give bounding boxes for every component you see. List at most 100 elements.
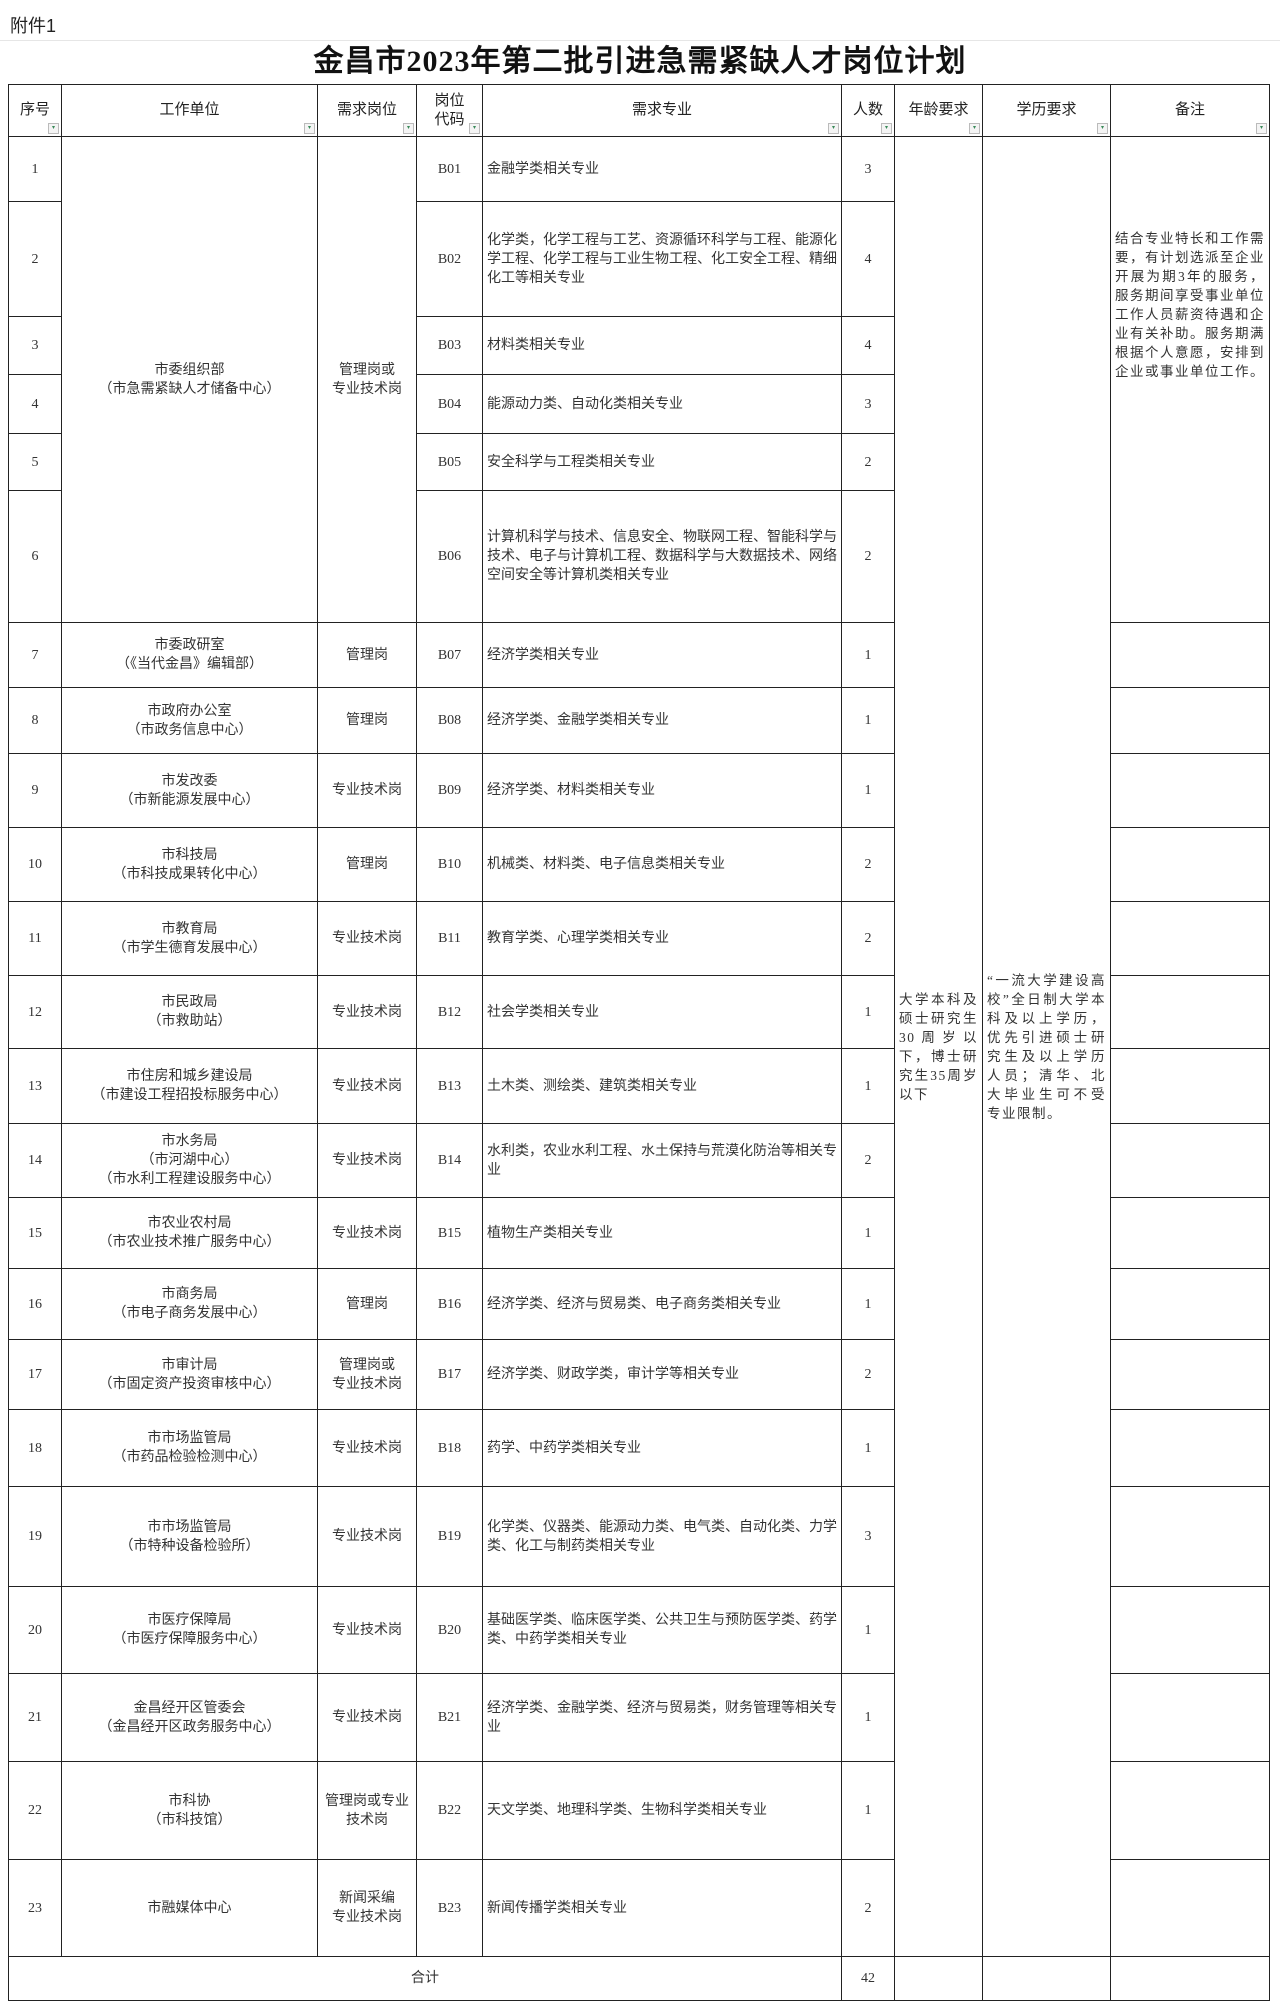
cell-major: 机械类、材料类、电子信息类相关专业 — [482, 827, 842, 902]
cell-remark-empty — [1110, 622, 1270, 688]
cell-count: 3 — [841, 1486, 895, 1587]
cell-position: 管理岗或专业技术岗 — [317, 1761, 417, 1860]
cell-count: 3 — [841, 136, 895, 202]
cell-major: 安全科学与工程类相关专业 — [482, 433, 842, 491]
cell-major: 化学类，化学工程与工艺、资源循环科学与工程、能源化学工程、化学工程与工业生物工程… — [482, 201, 842, 317]
cell-code: B17 — [416, 1339, 483, 1410]
table-row: 8 市政府办公室 （市政务信息中心） 管理岗 B08 经济学类、金融学类相关专业 1 — [8, 687, 1270, 754]
cell-major: 社会学类相关专业 — [482, 975, 842, 1049]
filter-dropdown-icon[interactable]: ▾ — [1097, 123, 1108, 134]
cell-major: 经济学类、材料类相关专业 — [482, 753, 842, 828]
header-seq: 序号 ▾ — [8, 84, 62, 137]
header-code: 岗位 代码 ▾ — [416, 84, 483, 137]
cell-seq: 16 — [8, 1268, 62, 1340]
table-row: 17 市审计局 （市固定资产投资审核中心） 管理岗或 专业技术岗 B17 经济学类、财政… — [8, 1339, 1270, 1410]
filter-dropdown-icon[interactable]: ▾ — [969, 123, 980, 134]
table-row: 19 市市场监管局 （市特种设备检验所） 专业技术岗 B19 化学类、仪器类、能源动力类… — [8, 1486, 1270, 1587]
filter-dropdown-icon[interactable]: ▾ — [881, 123, 892, 134]
cell-count: 4 — [841, 201, 895, 317]
cell-unit: 市教育局 （市学生德育发展中心） — [61, 901, 318, 976]
cell-seq: 4 — [8, 374, 62, 434]
cell-code: B16 — [416, 1268, 483, 1340]
cell-count: 1 — [841, 1197, 895, 1269]
cell-position: 专业技术岗 — [317, 1486, 417, 1587]
header-label: 学历要求 — [1016, 102, 1077, 118]
header-row: 序号 ▾ 工作单位 ▾ 需求岗位 ▾ 岗位 代码 ▾ 需求专业 ▾ 人数 ▾ 年龄要求 ▾ 学历要求 ▾ 备注 ▾ — [8, 84, 1270, 137]
header-age: 年龄要求 ▾ — [894, 84, 983, 137]
cell-unit: 市发改委 （市新能源发展中心） — [61, 753, 318, 828]
cell-remark-empty — [1110, 1197, 1270, 1269]
cell-major: 新闻传播学类相关专业 — [482, 1859, 842, 1957]
cell-major: 基础医学类、临床医学类、公共卫生与预防医学类、药学类、中药学类相关专业 — [482, 1586, 842, 1674]
cell-remark-empty — [1110, 1486, 1270, 1587]
filter-dropdown-icon[interactable]: ▾ — [469, 123, 480, 134]
table-row: 12 市民政局 （市救助站） 专业技术岗 B12 社会学类相关专业 1 — [8, 975, 1270, 1049]
cell-count: 1 — [841, 622, 895, 688]
cell-position: 管理岗或 专业技术岗 — [317, 1339, 417, 1410]
cell-major: 植物生产类相关专业 — [482, 1197, 842, 1269]
table-row: 20 市医疗保障局 （市医疗保障服务中心） 专业技术岗 B20 基础医学类、临床医学类、… — [8, 1586, 1270, 1674]
table-row: 16 市商务局 （市电子商务发展中心） 管理岗 B16 经济学类、经济与贸易类、电子商务… — [8, 1268, 1270, 1340]
cell-seq: 13 — [8, 1048, 62, 1124]
filter-dropdown-icon[interactable]: ▾ — [304, 123, 315, 134]
cell-seq: 2 — [8, 201, 62, 317]
cell-major: 药学、中药学类相关专业 — [482, 1409, 842, 1487]
cell-unit: 市商务局 （市电子商务发展中心） — [61, 1268, 318, 1340]
header-label: 工作单位 — [159, 102, 220, 118]
table-row: 9 市发改委 （市新能源发展中心） 专业技术岗 B09 经济学类、材料类相关专业 1 — [8, 753, 1270, 828]
cell-unit: 金昌经开区管委会 （金昌经开区政务服务中心） — [61, 1673, 318, 1762]
table-row: 23 市融媒体中心 新闻采编 专业技术岗 B23 新闻传播学类相关专业 2 — [8, 1859, 1270, 1957]
cell-count: 2 — [841, 827, 895, 902]
cell-position: 管理岗 — [317, 622, 417, 688]
header-education: 学历要求 ▾ — [982, 84, 1111, 137]
header-label: 需求专业 — [631, 102, 692, 118]
cell-code: B20 — [416, 1586, 483, 1674]
cell-remark-empty — [1110, 1673, 1270, 1762]
cell-unit: 市民政局 （市救助站） — [61, 975, 318, 1049]
cell-unit: 市农业农村局 （市农业技术推广服务中心） — [61, 1197, 318, 1269]
cell-seq: 10 — [8, 827, 62, 902]
cell-unit: 市医疗保障局 （市医疗保障服务中心） — [61, 1586, 318, 1674]
cell-position: 专业技术岗 — [317, 1409, 417, 1487]
cell-unit: 市水务局 （市河湖中心） （市水利工程建设服务中心） — [61, 1123, 318, 1198]
total-count: 42 — [841, 1956, 895, 2001]
cell-code: B01 — [416, 136, 483, 202]
cell-position: 管理岗 — [317, 687, 417, 754]
filter-dropdown-icon[interactable]: ▾ — [403, 123, 414, 134]
table-row: 1 市委组织部 （市急需紧缺人才储备中心） 管理岗或 专业技术岗 B01 金融学类相关专… — [8, 136, 1270, 1957]
cell-seq: 19 — [8, 1486, 62, 1587]
cell-code: B12 — [416, 975, 483, 1049]
cell-education-requirement: “一流大学建设高校”全日制大学本科及以上学历，优先引进硕士研究生及以上学历人员；… — [982, 136, 1111, 1957]
cell-seq: 11 — [8, 901, 62, 976]
cell-major: 土木类、测绘类、建筑类相关专业 — [482, 1048, 842, 1124]
cell-major: 天文学类、地理科学类、生物科学类相关专业 — [482, 1761, 842, 1860]
cell-position: 专业技术岗 — [317, 1673, 417, 1762]
filter-dropdown-icon[interactable]: ▾ — [48, 123, 59, 134]
cell-code: B15 — [416, 1197, 483, 1269]
cell-remark-empty — [1110, 1048, 1270, 1124]
cell-seq: 23 — [8, 1859, 62, 1957]
total-label: 合计 — [8, 1956, 842, 2001]
cell-remark-empty — [1110, 1761, 1270, 1860]
cell-age-requirement: 大学本科及硕士研究生30周岁以下，博士研究生35周岁以下 — [894, 136, 983, 1957]
cell-seq: 14 — [8, 1123, 62, 1198]
cell-seq: 7 — [8, 622, 62, 688]
header-position: 需求岗位 ▾ — [317, 84, 417, 137]
cell-count: 1 — [841, 753, 895, 828]
header-label: 序号 — [19, 102, 50, 118]
total-row: 合计 42 — [8, 1956, 1270, 2001]
cell-remark-empty — [1110, 1123, 1270, 1198]
cell-remark-empty — [1110, 1339, 1270, 1410]
filter-dropdown-icon[interactable]: ▾ — [828, 123, 839, 134]
cell-position: 管理岗 — [317, 827, 417, 902]
cell-major: 金融学类相关专业 — [482, 136, 842, 202]
cell-seq: 12 — [8, 975, 62, 1049]
header-remark: 备注 ▾ — [1110, 84, 1270, 137]
total-education-empty — [982, 1956, 1111, 2001]
cell-remark-empty — [1110, 1268, 1270, 1340]
filter-dropdown-icon[interactable]: ▾ — [1256, 123, 1267, 134]
cell-count: 2 — [841, 1339, 895, 1410]
cell-count: 1 — [841, 687, 895, 754]
cell-remark-empty — [1110, 1409, 1270, 1487]
cell-major: 能源动力类、自动化类相关专业 — [482, 374, 842, 434]
